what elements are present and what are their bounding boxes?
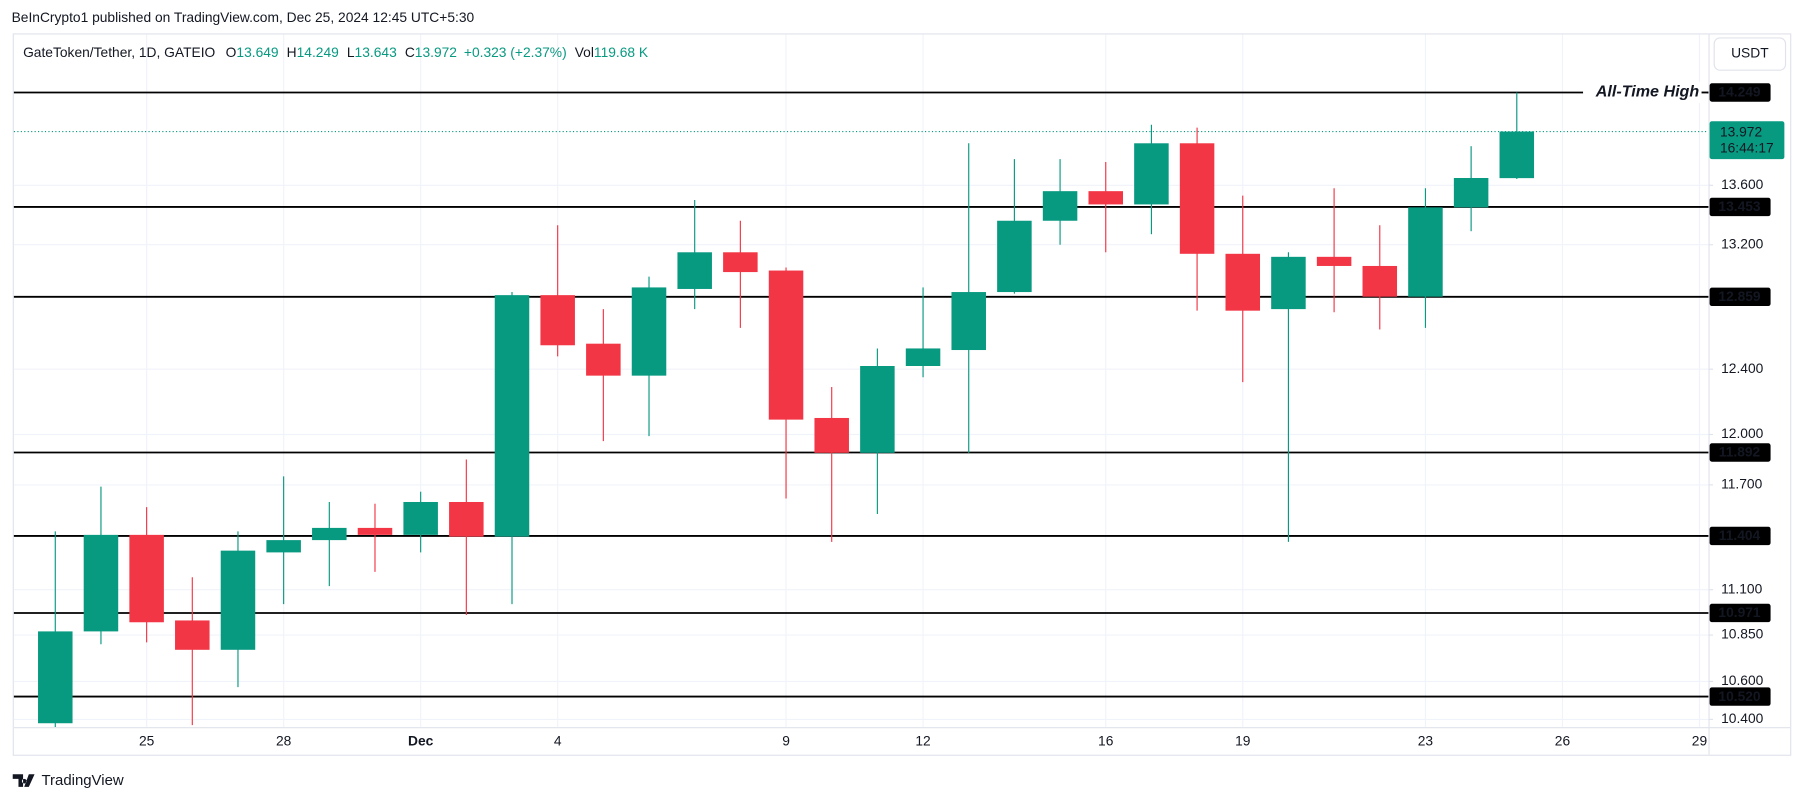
y-tick-label: 13.200 <box>1721 236 1764 251</box>
legend-field-label: C <box>405 45 415 60</box>
brand-name: TradingView <box>41 772 123 789</box>
y-tick-label: 10.850 <box>1721 627 1764 642</box>
brand-logo <box>12 774 35 787</box>
candle-body <box>677 252 712 289</box>
x-tick-label: 23 <box>1418 734 1434 749</box>
candle-body <box>1453 177 1489 208</box>
currency-button-label[interactable]: USDT <box>1731 46 1769 61</box>
candle-body <box>1042 191 1078 221</box>
legend-field-value: 14.249 <box>297 45 340 60</box>
legend-symbol: GateToken/Tether, 1D, GATEIO <box>23 45 215 60</box>
candle-body <box>129 534 164 623</box>
byline: BeInCrypto1 published on TradingView.com… <box>12 10 475 25</box>
candle-body <box>1408 207 1443 297</box>
level-label: 10.971 <box>1718 605 1761 620</box>
legend-field-value: 13.643 <box>355 45 398 60</box>
candle-body <box>312 527 347 541</box>
candle-body <box>631 287 667 376</box>
last-price-countdown: 16:44:17 <box>1720 140 1774 155</box>
level-label-box <box>1709 687 1771 706</box>
x-tick-label: 4 <box>554 734 562 749</box>
candle-body <box>860 366 895 453</box>
currency-button[interactable]: USDT <box>1713 37 1787 71</box>
chart-legend: GateToken/Tether, 1D, GATEIO O13.649 H14.2… <box>23 45 649 60</box>
candle-body <box>1134 143 1169 205</box>
candle-layer <box>38 92 1535 728</box>
level-label: 11.892 <box>1719 445 1761 460</box>
candle-body <box>1316 256 1352 266</box>
x-tick-label: 25 <box>139 734 155 749</box>
chart-frame <box>12 33 1792 756</box>
candle-body <box>951 292 986 351</box>
candle-body <box>1225 253 1261 311</box>
candle-body <box>83 534 119 632</box>
x-tick-label: 26 <box>1555 734 1571 749</box>
x-tick-label: Dec <box>408 734 434 749</box>
candle-body <box>997 220 1032 293</box>
legend-field-value: 13.649 <box>236 45 279 60</box>
candle-body <box>266 540 301 553</box>
legend-change: +0.323 (+2.37%) <box>464 45 567 60</box>
candle-body <box>1271 256 1306 310</box>
axis-layer: 13.600 13.200 12.400 12.000 11.700 11.100 10.8… <box>13 34 1791 755</box>
y-tick-label: 11.100 <box>1721 581 1763 596</box>
x-tick-label: 19 <box>1235 734 1251 749</box>
level-label-box <box>1709 287 1771 307</box>
legend-field-label: L <box>347 45 355 60</box>
x-tick-label: 12 <box>915 734 930 749</box>
x-tick-label: 16 <box>1098 734 1114 749</box>
candle-body <box>220 550 256 650</box>
legend-field-label: O <box>226 45 237 60</box>
brand: TradingView <box>12 772 124 789</box>
candle-body <box>1179 143 1215 254</box>
candle-body <box>1362 265 1398 297</box>
level-label-box <box>1709 526 1771 546</box>
legend-volume-label: Vol <box>575 45 594 60</box>
y-tick-label: 11.700 <box>1721 477 1763 492</box>
candle-body <box>38 631 73 724</box>
y-tick-label: 12.400 <box>1721 361 1764 376</box>
last-price-label: 13.972 <box>1720 124 1762 139</box>
candle-body <box>723 252 758 273</box>
level-label: 10.520 <box>1718 689 1761 704</box>
level-label-box <box>1709 197 1771 217</box>
level-label: 14.249 <box>1718 85 1761 100</box>
y-tick-label: 10.400 <box>1721 711 1764 726</box>
candle-body <box>1088 191 1123 205</box>
level-label: 12.859 <box>1718 289 1761 304</box>
legend-field-label: H <box>287 45 297 60</box>
level-label-box <box>1709 83 1771 102</box>
candle-body <box>357 527 393 535</box>
candle-body <box>494 295 530 537</box>
candle-body <box>449 501 484 537</box>
legend-volume-value: 119.68 K <box>594 45 649 60</box>
candle-body <box>586 343 621 376</box>
candle-body <box>814 417 849 453</box>
candle-body <box>403 501 438 535</box>
candle-body <box>905 348 941 367</box>
legend-field-value: 13.972 <box>415 45 457 60</box>
annotation: All-Time High <box>1595 83 1700 101</box>
last-price-box <box>1709 121 1785 160</box>
candle-body <box>540 295 575 346</box>
x-tick-label: 28 <box>276 734 292 749</box>
level-label-box <box>1709 443 1771 462</box>
y-tick-label: 10.600 <box>1721 673 1764 688</box>
candle-body <box>1499 131 1535 179</box>
x-tick-label: 29 <box>1692 734 1708 749</box>
level-label: 11.404 <box>1719 528 1761 543</box>
level-label: 13.453 <box>1718 199 1761 214</box>
candle-body <box>175 620 210 650</box>
level-label-box <box>1709 603 1771 623</box>
y-tick-label: 13.600 <box>1721 177 1764 192</box>
annotation-bg <box>1583 82 1708 103</box>
x-tick-label: 9 <box>782 734 790 749</box>
y-tick-label: 12.000 <box>1721 426 1764 441</box>
currency-button-box[interactable] <box>1713 37 1787 71</box>
candle-body <box>768 270 804 420</box>
